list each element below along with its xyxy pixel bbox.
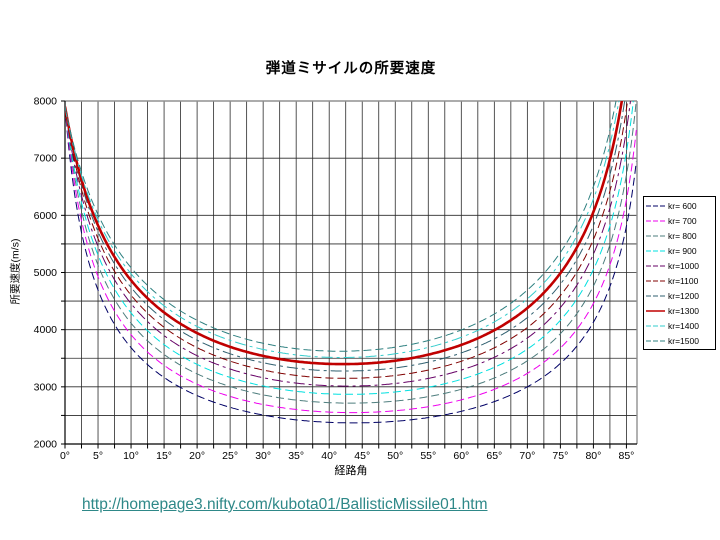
legend-label: kr= 900 xyxy=(668,245,697,256)
legend-label: kr= 600 xyxy=(668,200,697,211)
legend-item-kr-600: kr= 600 xyxy=(646,199,713,212)
legend-item-kr-700: kr= 700 xyxy=(646,214,713,227)
y-tick-label: 7000 xyxy=(34,153,58,165)
legend-line-swatch xyxy=(646,250,665,251)
legend-label: kr=1200 xyxy=(668,290,699,301)
x-tick-label: 0° xyxy=(60,450,70,462)
x-tick-label: 85° xyxy=(618,450,634,462)
x-tick-label: 55° xyxy=(420,450,436,462)
legend-item-kr-1000: kr=1000 xyxy=(646,259,713,272)
legend-item-kr-1500: kr=1500 xyxy=(646,334,713,347)
legend-item-kr-1200: kr=1200 xyxy=(646,289,713,302)
y-tick-label: 4000 xyxy=(34,324,58,336)
legend-line-swatch xyxy=(646,280,665,281)
curve-kr-1400 xyxy=(65,101,620,358)
source-url-link[interactable]: http://homepage3.nifty.com/kubota01/Ball… xyxy=(82,496,488,513)
x-tick-label: 35° xyxy=(288,450,304,462)
curve-kr-700 xyxy=(65,106,637,414)
x-tick-label: 70° xyxy=(519,450,535,462)
legend-line-swatch xyxy=(646,220,665,221)
x-tick-label: 45° xyxy=(354,450,370,462)
legend-item-kr-1100: kr=1100 xyxy=(646,274,713,287)
legend-label: kr=1400 xyxy=(668,320,699,331)
legend-item-kr-1400: kr=1400 xyxy=(646,319,713,332)
curve-kr-900 xyxy=(65,101,634,395)
x-tick-label: 10° xyxy=(123,450,139,462)
y-tick-label: 6000 xyxy=(34,210,58,222)
legend-label: kr= 700 xyxy=(668,215,697,226)
legend-label: kr=1300 xyxy=(668,305,699,316)
x-tick-label: 80° xyxy=(585,450,601,462)
curve-kr-1500 xyxy=(65,101,617,352)
y-tick-label: 5000 xyxy=(34,267,58,279)
y-tick-label: 2000 xyxy=(34,439,58,451)
x-tick-label: 65° xyxy=(486,450,502,462)
x-tick-label: 15° xyxy=(156,450,172,462)
legend-line-swatch xyxy=(646,340,665,341)
y-tick-label: 8000 xyxy=(34,96,58,108)
chart-title: 弾道ミサイルの所要速度 xyxy=(265,61,437,77)
legend-item-kr-900: kr= 900 xyxy=(646,244,713,257)
legend-line-swatch xyxy=(646,265,665,266)
curve-kr-600 xyxy=(65,106,637,424)
legend-line-swatch xyxy=(646,235,665,236)
x-tick-label: 30° xyxy=(255,450,271,462)
y-tick-label: 3000 xyxy=(34,381,58,393)
x-tick-label: 40° xyxy=(321,450,337,462)
legend-line-swatch xyxy=(646,325,665,326)
x-axis-title: 経路角 xyxy=(334,465,368,477)
x-tick-label: 20° xyxy=(189,450,205,462)
legend-line-swatch xyxy=(646,295,665,296)
legend-item-kr-800: kr= 800 xyxy=(646,229,713,242)
legend-label: kr= 800 xyxy=(668,230,697,241)
legend-label: kr=1100 xyxy=(668,275,699,286)
legend-line-swatch xyxy=(646,309,665,312)
legend-item-kr-1300: kr=1300 xyxy=(646,304,713,317)
x-tick-label: 60° xyxy=(453,450,469,462)
curve-kr-1300 xyxy=(65,101,624,366)
curve-kr-800 xyxy=(65,101,637,404)
curve-kr-1200 xyxy=(65,101,626,372)
legend-line-swatch xyxy=(646,205,665,206)
curve-kr-1000 xyxy=(65,101,631,387)
legend-label: kr=1500 xyxy=(668,335,699,346)
curve-kr-1100 xyxy=(65,101,629,379)
x-tick-label: 50° xyxy=(387,450,403,462)
legend-box: kr= 600 kr= 700 kr= 800 kr= 900 kr=1000 kr=11… xyxy=(643,196,716,350)
x-tick-label: 25° xyxy=(222,450,238,462)
x-tick-label: 75° xyxy=(552,450,568,462)
x-tick-label: 5° xyxy=(93,450,103,462)
legend-label: kr=1000 xyxy=(668,260,699,271)
